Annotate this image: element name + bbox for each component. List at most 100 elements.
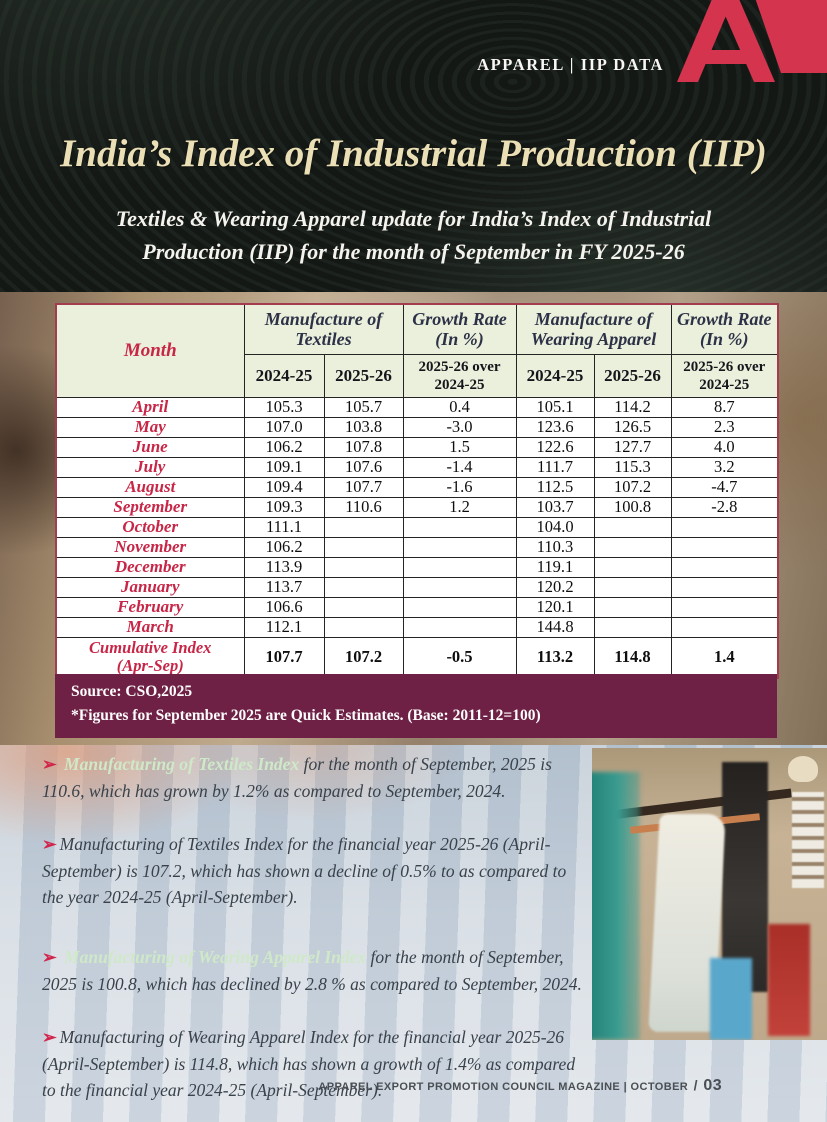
value-cell	[670, 616, 779, 638]
value-cell: 111.7	[515, 456, 595, 478]
value-cell: 110.3	[515, 536, 595, 558]
value-cell	[323, 536, 404, 558]
table-row: April 105.3 105.7 0.4 105.1 114.2 8.7	[55, 396, 779, 418]
value-cell	[323, 576, 404, 598]
bullet-arrow-icon: ➢	[42, 834, 57, 855]
teal-garment	[592, 772, 640, 1040]
value-cell	[402, 596, 517, 618]
table-row: July 109.1 107.6 -1.4 111.7 115.3 3.2	[55, 456, 779, 478]
month-cell: August	[55, 476, 245, 498]
value-cell	[323, 516, 404, 538]
month-cell: June	[55, 436, 245, 458]
apparel-a-logo-icon	[677, 0, 827, 82]
value-cell: 113.7	[243, 576, 325, 598]
value-cell: -1.4	[402, 456, 517, 478]
iip-data-table: Month Manufacture of Textiles Growth Rat…	[55, 303, 780, 680]
lower-section: ➢ Manufacturing of Textiles Index for th…	[0, 745, 827, 1122]
value-cell: -3.0	[402, 416, 517, 438]
bullet-highlight: Manufacturing of Textiles Index	[64, 754, 300, 774]
month-cell: December	[55, 556, 245, 578]
value-cell: 4.0	[670, 436, 779, 458]
value-cell: 109.3	[243, 496, 325, 518]
value-cell	[402, 556, 517, 578]
value-cell: -1.6	[402, 476, 517, 498]
value-cell: 123.6	[515, 416, 595, 438]
sub-header-apparel-2025-26: 2025-26	[593, 353, 672, 398]
value-cell: 103.7	[515, 496, 595, 518]
value-cell: 109.1	[243, 456, 325, 478]
page-number: 03	[703, 1077, 722, 1094]
cumulative-value: 113.2	[515, 636, 595, 679]
cumulative-value: 1.4	[670, 636, 779, 679]
bullet-apparel-fy: ➢ Manufacturing of Wearing Apparel Index …	[42, 1024, 592, 1104]
value-cell	[402, 536, 517, 558]
table-row: March 112.1 144.8	[55, 616, 779, 638]
group-header-apparel: Manufacture of Wearing Apparel	[515, 303, 672, 355]
bullet-arrow-icon: ➢	[42, 1027, 57, 1048]
table-row: September 109.3 110.6 1.2 103.7 100.8 -2…	[55, 496, 779, 518]
value-cell	[593, 616, 672, 638]
value-cell: 122.6	[515, 436, 595, 458]
value-cell	[593, 576, 672, 598]
value-cell: 113.9	[243, 556, 325, 578]
bullet-text: for the month of September, 2025 is 100.…	[42, 946, 582, 994]
table-row: June 106.2 107.8 1.5 122.6 127.7 4.0	[55, 436, 779, 458]
lamp-shade	[788, 756, 818, 782]
sub-header-apparel-growth: 2025-26 over 2024-25	[670, 353, 779, 398]
value-cell	[670, 516, 779, 538]
value-cell: 126.5	[593, 416, 672, 438]
cumulative-value: 114.8	[593, 636, 672, 679]
value-cell: 120.1	[515, 596, 595, 618]
bullet-textiles-month: ➢ Manufacturing of Textiles Index for th…	[42, 751, 592, 804]
column-header-month: Month	[55, 303, 245, 398]
value-cell	[670, 556, 779, 578]
bullet-textiles-fy: ➢ Manufacturing of Textiles Index for the…	[42, 831, 592, 911]
value-cell	[593, 556, 672, 578]
value-cell: 100.8	[593, 496, 672, 518]
value-cell: 1.2	[402, 496, 517, 518]
value-cell	[323, 616, 404, 638]
table-sub-header-row: 2024-25 2025-26 2025-26 over 2024-25 202…	[56, 353, 779, 398]
sub-header-apparel-2024-25: 2024-25	[515, 353, 595, 398]
month-cell: March	[55, 616, 245, 638]
cumulative-value: 107.2	[323, 636, 404, 679]
cumulative-value: -0.5	[402, 636, 517, 679]
section-tag: APPAREL | IIP DATA	[477, 55, 664, 74]
value-cell: 107.8	[323, 436, 404, 458]
source-note-box: Source: CSO,2025 *Figures for September …	[55, 674, 777, 738]
month-cell: November	[55, 536, 245, 558]
analysis-bullets: ➢ Manufacturing of Textiles Index for th…	[42, 751, 592, 1122]
value-cell: 120.2	[515, 576, 595, 598]
subtitle-line-2: Production (IIP) for the month of Septem…	[142, 239, 685, 264]
cumulative-label: Cumulative Index (Apr-Sep)	[55, 636, 245, 679]
cumulative-row: Cumulative Index (Apr-Sep) 107.7 107.2 -…	[55, 636, 779, 679]
table-row: November 106.2 110.3	[55, 536, 779, 558]
value-cell	[670, 576, 779, 598]
value-cell	[323, 596, 404, 618]
table-row: December 113.9 119.1	[55, 556, 779, 578]
table-row: February 106.6 120.1	[55, 596, 779, 618]
value-cell	[402, 516, 517, 538]
value-cell: -2.8	[670, 496, 779, 518]
page-subtitle: Textiles & Wearing Apparel update for In…	[0, 202, 827, 268]
value-cell: 119.1	[515, 556, 595, 578]
cumulative-value: 107.7	[243, 636, 325, 679]
value-cell: 106.2	[243, 436, 325, 458]
value-cell: 112.5	[515, 476, 595, 498]
bullet-arrow-icon: ➢	[42, 946, 57, 967]
footer-label: APPAREL EXPORT PROMOTION COUNCIL MAGAZIN…	[318, 1081, 689, 1093]
group-header-growth-apparel: Growth Rate (In %)	[670, 303, 779, 355]
month-cell: October	[55, 516, 245, 538]
value-cell: 106.6	[243, 596, 325, 618]
value-cell: 104.0	[515, 516, 595, 538]
value-cell	[402, 576, 517, 598]
month-cell: February	[55, 596, 245, 618]
value-cell: 107.2	[593, 476, 672, 498]
value-cell: 8.7	[670, 396, 779, 418]
value-cell: 107.0	[243, 416, 325, 438]
value-cell: 105.7	[323, 396, 404, 418]
cumulative-label-line2: (Apr-Sep)	[116, 656, 184, 676]
page-title: India’s Index of Industrial Production (…	[60, 132, 767, 175]
bullet-arrow-icon: ➢	[42, 754, 57, 774]
